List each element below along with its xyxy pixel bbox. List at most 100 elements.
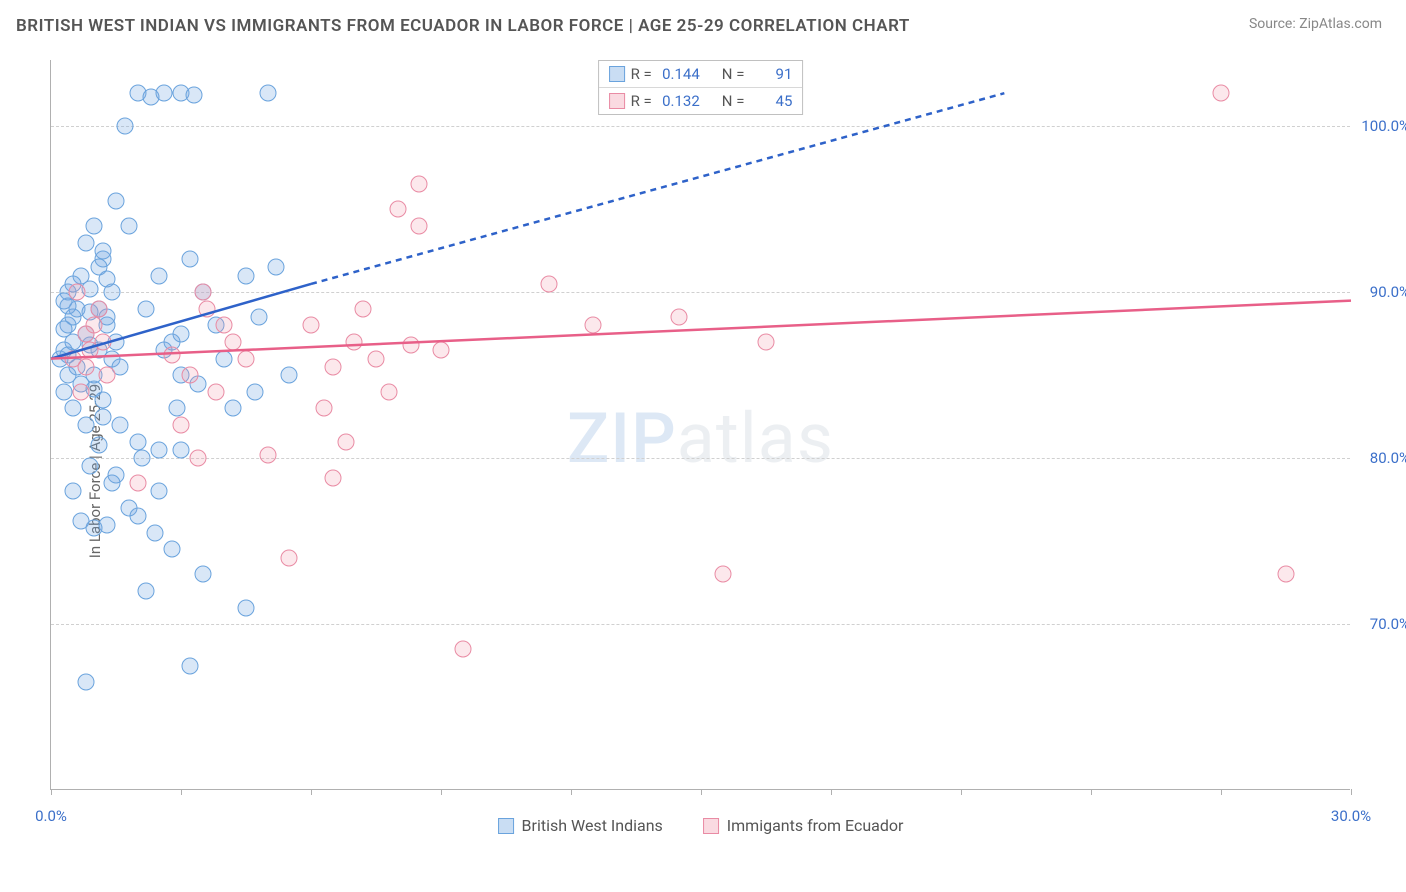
data-point	[1278, 566, 1295, 583]
watermark: ZIPatlas	[567, 398, 834, 480]
plot-area: ZIPatlas R = 0.144 N = 91 R = 0.132 N = …	[50, 60, 1350, 790]
data-point	[82, 342, 99, 359]
gridline	[51, 126, 1350, 127]
data-point	[411, 217, 428, 234]
trend-lines	[51, 60, 1351, 790]
r-value-blue: 0.144	[658, 65, 700, 83]
data-point	[324, 358, 341, 375]
r-label: R =	[631, 92, 652, 110]
data-point	[246, 383, 263, 400]
data-point	[368, 350, 385, 367]
data-point	[56, 320, 73, 337]
swatch-pink-icon	[703, 818, 719, 834]
data-point	[69, 284, 86, 301]
data-point	[238, 350, 255, 367]
data-point	[90, 436, 107, 453]
data-point	[138, 582, 155, 599]
n-label: N =	[722, 65, 745, 83]
gridline	[51, 292, 1350, 293]
y-tick-label: 90.0%	[1355, 283, 1406, 301]
data-point	[129, 508, 146, 525]
gridline	[51, 624, 1350, 625]
data-point	[281, 549, 298, 566]
legend-row-pink: R = 0.132 N = 45	[599, 88, 803, 114]
data-point	[225, 334, 242, 351]
r-value-pink: 0.132	[658, 92, 700, 110]
data-point	[82, 458, 99, 475]
data-point	[268, 259, 285, 276]
data-point	[112, 417, 129, 434]
data-point	[138, 300, 155, 317]
x-tick	[961, 789, 962, 795]
data-point	[251, 309, 268, 326]
data-point	[147, 524, 164, 541]
data-point	[714, 566, 731, 583]
data-point	[181, 251, 198, 268]
x-tick	[441, 789, 442, 795]
data-point	[402, 337, 419, 354]
x-tick	[1091, 789, 1092, 795]
data-point	[103, 475, 120, 492]
data-point	[207, 383, 224, 400]
data-point	[199, 300, 216, 317]
data-point	[151, 441, 168, 458]
correlation-legend: R = 0.144 N = 91 R = 0.132 N = 45	[598, 60, 804, 115]
data-point	[454, 640, 471, 657]
data-point	[381, 383, 398, 400]
data-point	[108, 193, 125, 210]
legend-label: Immigants from Ecuador	[727, 816, 904, 835]
r-label: R =	[631, 65, 652, 83]
x-tick	[1221, 789, 1222, 795]
data-point	[86, 217, 103, 234]
data-point	[541, 275, 558, 292]
data-point	[584, 317, 601, 334]
x-tick	[831, 789, 832, 795]
data-point	[238, 267, 255, 284]
x-tick-label: 30.0%	[1331, 807, 1371, 825]
series-legend: British West Indians Immigants from Ecua…	[498, 816, 904, 835]
data-point	[77, 674, 94, 691]
data-point	[64, 400, 81, 417]
data-point	[281, 367, 298, 384]
gridline	[51, 458, 1350, 459]
data-point	[355, 300, 372, 317]
data-point	[181, 657, 198, 674]
data-point	[259, 85, 276, 102]
data-point	[303, 317, 320, 334]
data-point	[99, 367, 116, 384]
chart-title: BRITISH WEST INDIAN VS IMMIGRANTS FROM E…	[16, 16, 910, 36]
x-tick	[701, 789, 702, 795]
data-point	[216, 317, 233, 334]
data-point	[164, 347, 181, 364]
data-point	[1213, 85, 1230, 102]
data-point	[324, 470, 341, 487]
data-point	[155, 85, 172, 102]
data-point	[186, 86, 203, 103]
y-tick-label: 70.0%	[1355, 615, 1406, 633]
data-point	[121, 217, 138, 234]
data-point	[173, 325, 190, 342]
data-point	[758, 334, 775, 351]
data-point	[64, 483, 81, 500]
legend-item-blue: British West Indians	[498, 816, 663, 835]
data-point	[389, 201, 406, 218]
data-point	[225, 400, 242, 417]
data-point	[671, 309, 688, 326]
y-tick-label: 80.0%	[1355, 449, 1406, 467]
data-point	[194, 566, 211, 583]
n-value-pink: 45	[750, 92, 792, 110]
data-point	[95, 408, 112, 425]
legend-item-pink: Immigants from Ecuador	[703, 816, 904, 835]
chart-container: In Labor Force | Age 25-29 ZIPatlas R = …	[0, 50, 1406, 892]
data-point	[181, 367, 198, 384]
data-point	[56, 383, 73, 400]
x-tick	[1351, 789, 1352, 795]
data-point	[173, 417, 190, 434]
data-point	[411, 176, 428, 193]
data-point	[164, 541, 181, 558]
legend-row-blue: R = 0.144 N = 91	[599, 61, 803, 88]
data-point	[190, 450, 207, 467]
y-tick-label: 100.0%	[1355, 117, 1406, 135]
data-point	[168, 400, 185, 417]
data-point	[194, 284, 211, 301]
